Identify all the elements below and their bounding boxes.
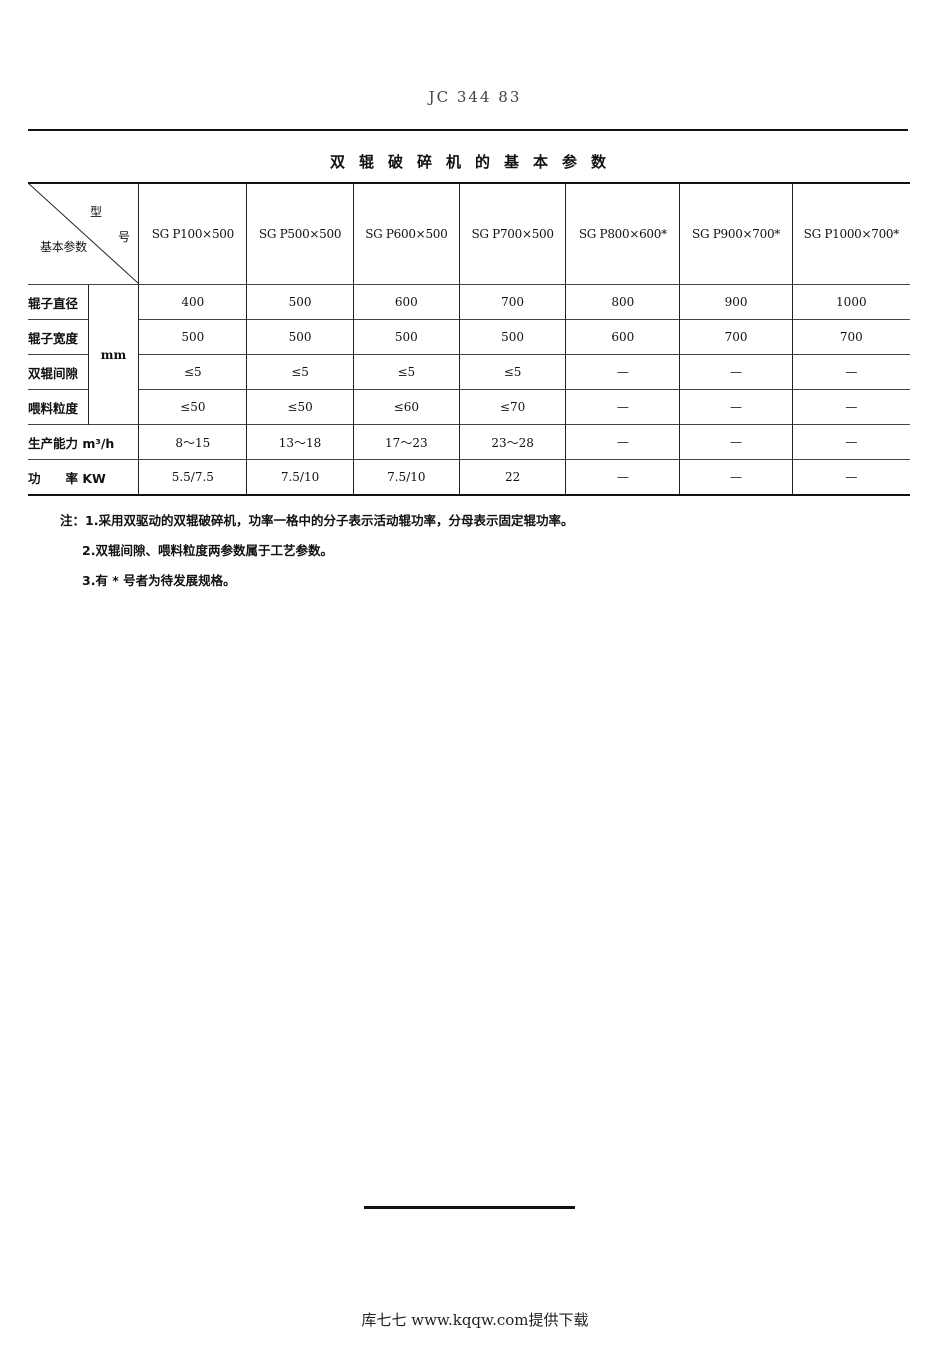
value-cell: 23～28 bbox=[458, 424, 566, 460]
row-label: 喂料粒度 bbox=[28, 389, 89, 425]
value-cell: 7.5/10 bbox=[246, 459, 354, 496]
table-row: 功 率 KW 5.5/7.5 7.5/10 7.5/10 22— — — bbox=[28, 459, 910, 496]
end-rule bbox=[364, 1206, 575, 1209]
value-cell: 1000 bbox=[791, 284, 910, 320]
value-cell: 8～15 bbox=[138, 424, 247, 460]
model-header: SG P800×600* bbox=[565, 183, 680, 285]
table-row: 双辊间隙 ≤5 ≤5 ≤5 ≤5— — — bbox=[28, 354, 910, 390]
note-2: 2.双辊间隙、喂料粒度两参数属于工艺参数。 bbox=[82, 543, 333, 558]
model-header: SG P900×700* bbox=[679, 183, 793, 285]
value-cell: ≤5 bbox=[458, 354, 566, 390]
value-cell: ≤5 bbox=[246, 354, 354, 390]
value-cell: ≤70 bbox=[458, 389, 566, 425]
value-cell: — bbox=[565, 389, 680, 425]
notes: 注：1.采用双驱动的双辊破碎机，功率一格中的分子表示活动辊功率，分母表示固定辊功… bbox=[60, 506, 573, 596]
note-1: 注：1.采用双驱动的双辊破碎机，功率一格中的分子表示活动辊功率，分母表示固定辊功… bbox=[60, 513, 574, 528]
value-cell: 5.5/7.5 bbox=[138, 459, 247, 496]
value-cell: 500 bbox=[246, 284, 354, 320]
unit-cell: mm bbox=[87, 284, 139, 425]
corner-label-number: 号 bbox=[118, 230, 130, 244]
corner-cell: 型 号 基本参数 bbox=[28, 183, 139, 285]
row-label: 双辊间隙 bbox=[28, 354, 89, 390]
value-cell: 700 bbox=[458, 284, 566, 320]
table-row: 生产能力 m³/h 8～15 13～18 17～23 23～28— — — bbox=[28, 424, 910, 460]
value-cell: — bbox=[679, 424, 793, 460]
value-cell: — bbox=[565, 424, 680, 460]
value-cell: — bbox=[679, 389, 793, 425]
row-label: 辊子直径 bbox=[28, 284, 89, 320]
value-cell: — bbox=[679, 459, 793, 496]
value-cell: — bbox=[565, 459, 680, 496]
corner-label-params: 基本参数 bbox=[40, 240, 87, 254]
value-cell: 500 bbox=[138, 319, 247, 355]
value-cell: 600 bbox=[565, 319, 680, 355]
value-cell: ≤50 bbox=[246, 389, 354, 425]
table-row: 喂料粒度 ≤50 ≤50 ≤60 ≤70— — — bbox=[28, 389, 910, 425]
value-cell: 500 bbox=[352, 319, 460, 355]
value-cell: — bbox=[565, 354, 680, 390]
value-cell: ≤60 bbox=[352, 389, 460, 425]
value-cell: ≤5 bbox=[138, 354, 247, 390]
value-cell: 13～18 bbox=[246, 424, 354, 460]
model-header: SG P1000×700* bbox=[791, 183, 910, 285]
value-cell: — bbox=[679, 354, 793, 390]
note-3: 3.有 * 号者为待发展规格。 bbox=[82, 573, 236, 588]
row-label: 生产能力 m³/h bbox=[28, 424, 139, 460]
value-cell: 500 bbox=[246, 319, 354, 355]
value-cell: — bbox=[791, 354, 910, 390]
value-cell: 400 bbox=[138, 284, 247, 320]
row-label: 功 率 KW bbox=[28, 459, 139, 496]
value-cell: ≤5 bbox=[352, 354, 460, 390]
table-header-row: 型 号 基本参数 SG P100×500 SG P500×500 SG P600… bbox=[28, 183, 910, 285]
value-cell: — bbox=[791, 389, 910, 425]
value-cell: ≤50 bbox=[138, 389, 247, 425]
parameter-table: 型 号 基本参数 SG P100×500 SG P500×500 SG P600… bbox=[28, 183, 910, 496]
value-cell: 700 bbox=[679, 319, 793, 355]
value-cell: 22 bbox=[458, 459, 566, 496]
model-header: SG P100×500 bbox=[138, 183, 247, 285]
value-cell: — bbox=[791, 459, 910, 496]
value-cell: 900 bbox=[679, 284, 793, 320]
value-cell: 17～23 bbox=[352, 424, 460, 460]
model-header: SG P600×500 bbox=[352, 183, 460, 285]
corner-label-type: 型 bbox=[90, 205, 102, 219]
diagonal-line bbox=[28, 183, 138, 284]
table-row: 辊子直径 mm 400 500 600 700 800 900 1000 bbox=[28, 284, 910, 425]
row-label: 辊子宽度 bbox=[28, 319, 89, 355]
value-cell: 600 bbox=[352, 284, 460, 320]
value-cell: — bbox=[791, 424, 910, 460]
model-header: SG P700×500 bbox=[458, 183, 566, 285]
value-cell: 700 bbox=[791, 319, 910, 355]
value-cell: 500 bbox=[458, 319, 566, 355]
standard-number: JC 344 83 bbox=[428, 88, 522, 106]
table-row: 辊子宽度 500 500 500 500 600 700 700 bbox=[28, 319, 910, 355]
value-cell: 800 bbox=[565, 284, 680, 320]
table-title: 双辊破碎机的基本参数 bbox=[329, 153, 620, 171]
value-cell: 7.5/10 bbox=[352, 459, 460, 496]
top-rule bbox=[28, 129, 908, 131]
footer-source: 库七七 www.kqqw.com提供下载 bbox=[361, 1311, 589, 1329]
model-header: SG P500×500 bbox=[246, 183, 354, 285]
